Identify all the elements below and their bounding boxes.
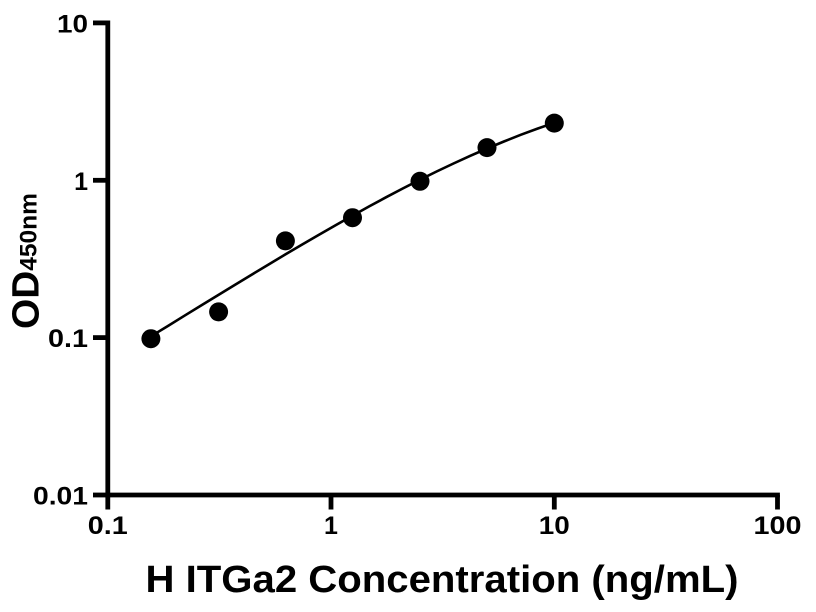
svg-text:10: 10 [57,11,88,39]
svg-text:1: 1 [324,512,338,540]
svg-text:10: 10 [539,512,570,540]
svg-text:0.01: 0.01 [33,483,88,511]
svg-text:H ITGa2 Concentration (ng/mL): H ITGa2 Concentration (ng/mL) [146,559,739,601]
svg-text:1: 1 [74,168,88,196]
svg-text:100: 100 [754,512,802,540]
svg-text:0.1: 0.1 [48,325,88,353]
svg-text:0.1: 0.1 [88,512,128,540]
